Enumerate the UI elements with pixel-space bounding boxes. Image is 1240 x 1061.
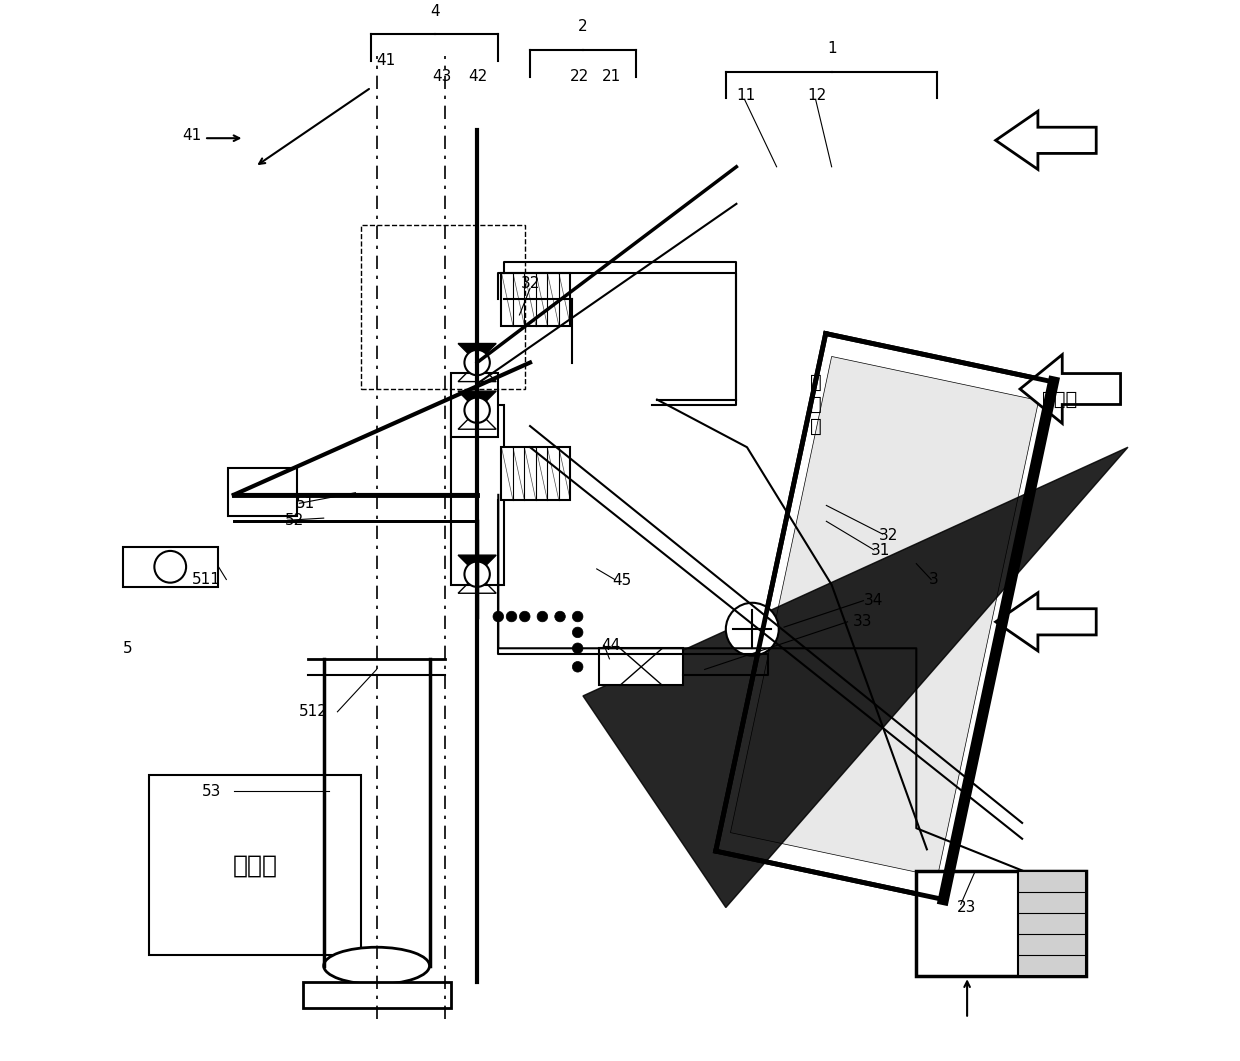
Text: 4: 4 xyxy=(430,3,440,19)
Bar xyxy=(123,546,218,587)
Bar xyxy=(916,870,1086,976)
Circle shape xyxy=(465,398,490,423)
Bar xyxy=(1018,870,1086,976)
Text: 42: 42 xyxy=(469,69,487,84)
Circle shape xyxy=(154,551,186,582)
Circle shape xyxy=(537,611,548,622)
Bar xyxy=(450,373,498,437)
Text: 32: 32 xyxy=(521,276,539,291)
Text: 12: 12 xyxy=(807,88,827,103)
Polygon shape xyxy=(458,344,496,363)
Circle shape xyxy=(520,611,529,622)
Text: 23: 23 xyxy=(956,900,976,915)
Circle shape xyxy=(554,611,565,622)
Text: 51: 51 xyxy=(296,495,315,510)
Polygon shape xyxy=(996,593,1096,651)
Circle shape xyxy=(573,611,583,622)
Text: 5: 5 xyxy=(123,641,133,656)
Polygon shape xyxy=(1021,354,1121,423)
Text: 41: 41 xyxy=(377,53,396,69)
Polygon shape xyxy=(715,333,1054,900)
Circle shape xyxy=(725,603,779,656)
Polygon shape xyxy=(730,356,1039,876)
Bar xyxy=(303,981,450,1008)
Text: 太阳光: 太阳光 xyxy=(1042,390,1076,410)
Bar xyxy=(599,648,683,685)
Polygon shape xyxy=(996,111,1096,170)
Ellipse shape xyxy=(324,947,429,985)
Text: 聚
合
器: 聚 合 器 xyxy=(810,373,822,436)
Polygon shape xyxy=(458,392,496,411)
Text: 33: 33 xyxy=(853,614,872,629)
Text: 21: 21 xyxy=(601,69,621,84)
Text: 512: 512 xyxy=(299,705,329,719)
Text: 511: 511 xyxy=(191,572,221,587)
Text: 22: 22 xyxy=(570,69,589,84)
Bar xyxy=(501,273,570,326)
Bar xyxy=(450,405,503,585)
Bar xyxy=(501,448,570,500)
Text: 1: 1 xyxy=(827,40,837,55)
Bar xyxy=(149,776,361,955)
Text: 11: 11 xyxy=(737,88,755,103)
Text: 32: 32 xyxy=(879,527,899,542)
Circle shape xyxy=(465,561,490,587)
Circle shape xyxy=(573,661,583,672)
Text: 31: 31 xyxy=(870,543,890,558)
Text: 3: 3 xyxy=(929,572,939,587)
Bar xyxy=(228,468,298,516)
Polygon shape xyxy=(583,448,1128,907)
Circle shape xyxy=(573,627,583,638)
Circle shape xyxy=(573,643,583,654)
Text: 43: 43 xyxy=(433,69,453,84)
Text: 34: 34 xyxy=(863,593,883,608)
Polygon shape xyxy=(458,555,496,574)
Bar xyxy=(361,225,525,389)
Text: 45: 45 xyxy=(613,573,632,588)
Text: 53: 53 xyxy=(202,784,222,799)
Text: 2: 2 xyxy=(578,19,588,35)
Circle shape xyxy=(465,350,490,376)
Circle shape xyxy=(494,611,503,622)
Text: 52: 52 xyxy=(284,512,304,527)
Circle shape xyxy=(506,611,517,622)
Text: 44: 44 xyxy=(601,638,620,653)
Text: 41: 41 xyxy=(182,127,202,142)
Text: 控制器: 控制器 xyxy=(232,853,278,877)
